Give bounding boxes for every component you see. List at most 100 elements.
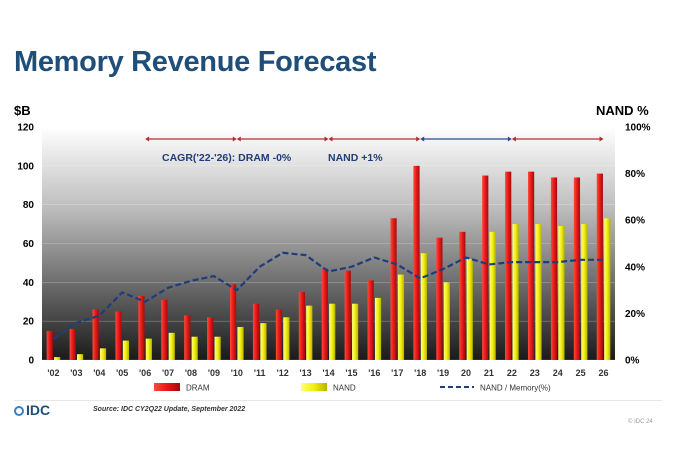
nand-bar xyxy=(352,303,359,360)
x-tick-label: '13 xyxy=(300,368,312,378)
dram-bar xyxy=(69,328,76,360)
x-tick-label: 21 xyxy=(484,368,494,378)
left-tick-label: 40 xyxy=(23,278,35,289)
cagr-annotation: CAGR('22-'26): DRAM -0% xyxy=(162,152,292,164)
period-arrow-head xyxy=(236,136,241,142)
left-tick-label: 60 xyxy=(23,239,35,250)
left-tick-label: 120 xyxy=(17,123,34,134)
nand-ratio-line xyxy=(52,251,604,340)
left-tick-label: 20 xyxy=(23,317,35,328)
dram-bar xyxy=(230,284,237,360)
right-axis-unit: NAND % xyxy=(596,103,649,118)
x-tick-label: '14 xyxy=(322,368,334,378)
dram-bar xyxy=(184,315,191,360)
legend-dram-label: DRAM xyxy=(186,384,210,393)
x-tick-label: '07 xyxy=(162,368,174,378)
x-tick-label: '11 xyxy=(254,368,266,378)
right-tick-label: 20% xyxy=(625,309,645,320)
x-tick-label: '10 xyxy=(231,368,243,378)
legend-dram-swatch xyxy=(154,383,180,391)
x-tick-label: '03 xyxy=(70,368,82,378)
dram-bar xyxy=(298,292,305,360)
dram-bar xyxy=(482,175,489,360)
dram-bar xyxy=(115,311,122,360)
nand-bar xyxy=(329,303,336,360)
legend-nand-swatch xyxy=(301,383,327,391)
legend-nand-label: NAND xyxy=(333,384,356,393)
nand-bar xyxy=(374,297,382,360)
nand-bar xyxy=(99,348,107,360)
dram-bar xyxy=(344,270,351,360)
nand-bar xyxy=(558,226,565,360)
bar-series xyxy=(46,165,611,360)
logo-mark-icon xyxy=(14,406,24,416)
dram-bar xyxy=(390,218,397,360)
dram-bar xyxy=(596,173,603,360)
nand-bar xyxy=(260,323,267,360)
nand-bar xyxy=(168,332,175,360)
nand-bar xyxy=(191,336,198,360)
x-tick-label: '16 xyxy=(368,368,380,378)
dram-bar xyxy=(436,237,443,360)
x-tick-label: '05 xyxy=(116,368,128,378)
right-tick-label: 60% xyxy=(625,216,645,227)
period-arrow-head xyxy=(599,136,604,142)
dram-bar xyxy=(252,303,260,360)
footer-page-number: © IDC 24 xyxy=(628,419,653,425)
dram-bar xyxy=(550,177,558,360)
dram-bar xyxy=(321,268,328,360)
page-title: Memory Revenue Forecast xyxy=(14,46,377,78)
dram-bar xyxy=(573,177,581,360)
left-tick-label: 80 xyxy=(23,200,35,211)
period-arrow-head xyxy=(328,136,333,142)
nand-bar xyxy=(512,224,519,360)
x-tick-label: '15 xyxy=(345,368,357,378)
source-note: Source: IDC CY2Q22 Update, September 202… xyxy=(93,406,246,413)
nand-bar xyxy=(54,357,61,360)
nand-bar xyxy=(122,340,130,360)
period-arrow-head xyxy=(232,136,237,142)
gridlines xyxy=(42,126,615,361)
nand-bar xyxy=(466,259,473,360)
idc-logo: IDC xyxy=(14,402,50,418)
x-tick-label: '12 xyxy=(277,368,289,378)
nand-bar xyxy=(535,224,542,360)
period-arrows xyxy=(145,136,604,142)
nand-bar xyxy=(397,274,405,360)
nand-bar xyxy=(76,354,84,360)
period-arrow-head xyxy=(507,136,512,142)
nand-bar xyxy=(604,218,611,360)
legend: DRAM NAND NAND / Memory(%) xyxy=(154,383,551,393)
nand-bar xyxy=(306,305,313,360)
dram-bar xyxy=(505,171,512,360)
x-tick-label: '06 xyxy=(139,368,151,378)
x-tick-label: 25 xyxy=(576,368,586,378)
dram-bar xyxy=(161,299,168,360)
x-tick-label: '04 xyxy=(93,368,105,378)
x-tick-label: 22 xyxy=(507,368,517,378)
left-tick-label: 0 xyxy=(28,356,34,367)
period-arrow-head xyxy=(324,136,329,142)
dram-bar xyxy=(46,330,53,360)
x-tick-label: '19 xyxy=(437,368,449,378)
x-tick-label: 26 xyxy=(599,368,609,378)
nand-bar xyxy=(214,336,221,360)
period-arrow-head xyxy=(420,136,425,142)
nand-bar xyxy=(489,231,496,360)
x-tick-label: '08 xyxy=(185,368,197,378)
period-arrow-head xyxy=(416,136,421,142)
legend-ratio-label: NAND / Memory(%) xyxy=(480,384,551,393)
dram-bar xyxy=(527,171,535,360)
dram-bar xyxy=(92,309,99,360)
x-axis-labels: '02 '03 '04 '05 '06 '07 '08 '09 '10 '11 '12 '13 '14 '… xyxy=(47,368,608,378)
right-tick-label: 100% xyxy=(625,123,651,134)
plot-background xyxy=(42,127,615,360)
left-tick-label: 100 xyxy=(17,161,34,172)
right-tick-label: 0% xyxy=(625,356,640,367)
dram-bar xyxy=(413,165,420,360)
x-tick-label: 23 xyxy=(530,368,540,378)
x-tick-label: 24 xyxy=(553,368,563,378)
dram-bar xyxy=(367,280,374,360)
nand-cagr-annotation: NAND +1% xyxy=(328,152,383,164)
